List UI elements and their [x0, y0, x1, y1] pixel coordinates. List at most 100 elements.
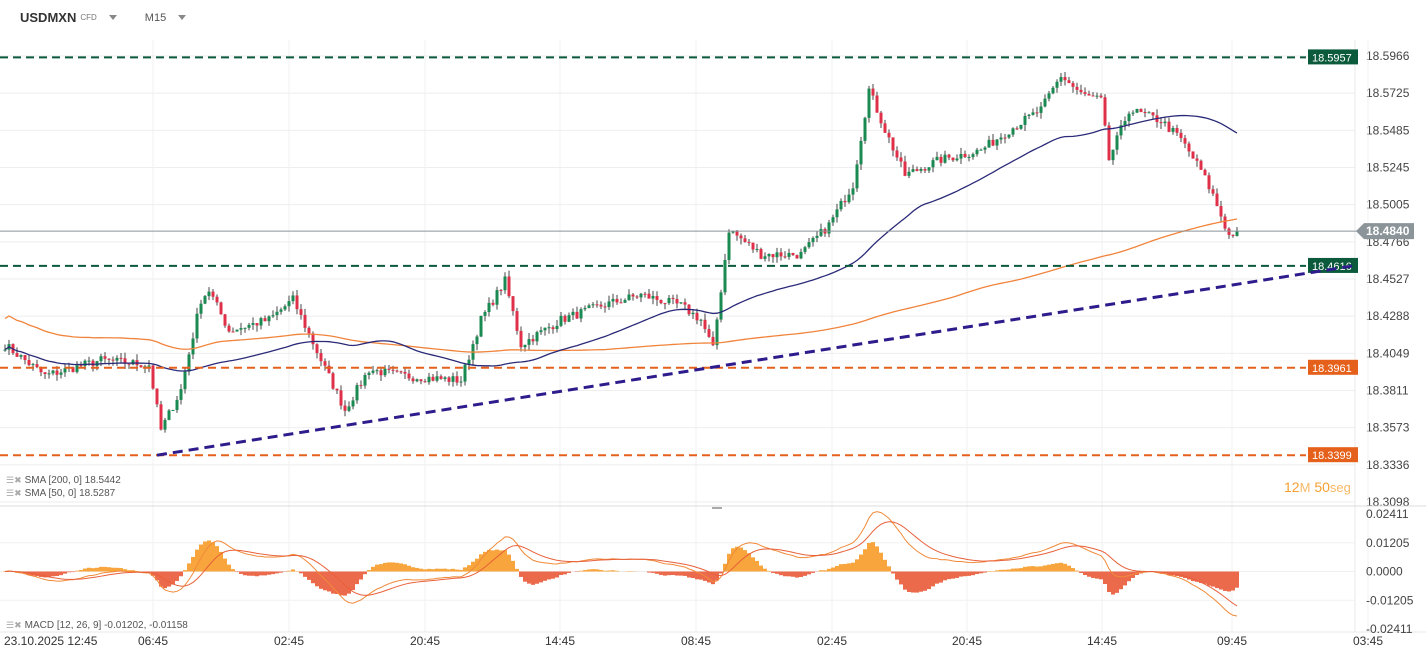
candle-body — [27, 360, 31, 366]
candle-body — [843, 200, 847, 203]
candle-body — [411, 378, 415, 382]
macd-bar — [1123, 571, 1127, 586]
time-label: 20:45 — [952, 634, 982, 648]
macd-bar — [879, 552, 883, 572]
macd-bar — [507, 554, 511, 572]
macd-bar — [807, 571, 811, 575]
price-tick-label: 18.4049 — [1366, 346, 1410, 360]
macd-bar — [1075, 570, 1079, 572]
symbol-selector[interactable]: USDMXN — [20, 10, 77, 25]
candle-body — [1223, 216, 1227, 229]
macd-bar — [659, 571, 663, 575]
macd-bar — [83, 568, 87, 572]
candle-body — [219, 302, 223, 315]
candle-body — [447, 377, 451, 382]
macd-bar — [951, 571, 955, 579]
macd-bar — [895, 571, 899, 580]
macd-bar — [735, 546, 739, 572]
candle-body — [227, 325, 231, 332]
candle-body — [371, 370, 375, 373]
macd-bar — [411, 567, 415, 572]
candle-body — [163, 419, 167, 430]
macd-bar — [1231, 571, 1235, 591]
candle-body — [911, 169, 915, 172]
macd-bar — [955, 571, 959, 578]
macd-bar — [123, 569, 127, 572]
macd-bar — [1007, 569, 1011, 572]
candle-body — [115, 357, 119, 361]
macd-bar — [967, 571, 971, 576]
candle-body — [859, 140, 863, 165]
macd-bar — [243, 571, 247, 576]
candle-body — [1135, 108, 1139, 113]
macd-bar — [239, 571, 243, 574]
macd-bar — [871, 542, 875, 572]
macd-bar — [1023, 566, 1027, 572]
macd-bar — [723, 563, 727, 572]
macd-bar — [439, 568, 443, 572]
candle-body — [879, 112, 883, 124]
candle-body — [455, 376, 459, 383]
candle-body — [1187, 143, 1191, 152]
price-tick-label: 18.5485 — [1366, 123, 1410, 137]
candle-body — [231, 331, 235, 333]
candle-body — [543, 327, 547, 331]
candle-body — [795, 255, 799, 259]
candle-body — [1075, 86, 1079, 90]
macd-bar — [495, 549, 499, 572]
macd-bar — [107, 567, 111, 572]
candle-body — [1163, 121, 1167, 124]
candle-body — [1091, 95, 1095, 97]
macd-bar — [195, 549, 199, 572]
candle-body — [1231, 234, 1235, 236]
candle-body — [327, 365, 331, 374]
candle-timer: 12M 50seg — [1284, 479, 1351, 495]
macd-bar — [519, 571, 523, 577]
macd-bar — [43, 571, 47, 578]
macd-bar — [531, 571, 535, 585]
candle-body — [203, 296, 207, 304]
candle-body — [259, 318, 263, 326]
candle-body — [523, 344, 527, 348]
price-tick-label: 18.3336 — [1366, 458, 1410, 472]
macd-bar — [523, 571, 527, 582]
candles — [3, 71, 1239, 433]
candle-body — [615, 298, 619, 303]
candle-body — [107, 358, 111, 360]
candle-body — [1211, 189, 1215, 194]
candle-body — [479, 315, 483, 337]
macd-bar — [435, 568, 439, 572]
timeframe-selector[interactable]: M15 — [144, 11, 167, 24]
macd-bar — [463, 567, 467, 572]
candle-body — [1115, 135, 1119, 150]
settings-icon[interactable]: ☰✖ — [6, 488, 22, 498]
macd-bar — [131, 570, 135, 572]
macd-bar — [1111, 571, 1115, 595]
chevron-down-icon[interactable] — [108, 15, 117, 20]
macd-bar — [851, 562, 855, 572]
macd-bar — [351, 571, 355, 591]
macd-bar — [387, 562, 391, 572]
candle-body — [699, 319, 703, 321]
candle-body — [1191, 151, 1195, 159]
candle-body — [195, 313, 199, 339]
candle-body — [635, 296, 639, 298]
macd-bar — [1115, 571, 1119, 593]
candle-body — [19, 355, 23, 357]
price-tick-label: 18.5005 — [1366, 198, 1410, 212]
candle-body — [695, 312, 699, 321]
candle-body — [919, 168, 923, 171]
chevron-down-icon[interactable] — [178, 15, 187, 20]
macd-bar — [511, 560, 515, 572]
candle-body — [211, 291, 215, 297]
settings-icon[interactable]: ☰✖ — [6, 475, 22, 485]
macd-histogram — [3, 540, 1239, 596]
candle-body — [1015, 128, 1019, 130]
chart-header: USDMXN CFD M15 — [20, 10, 187, 25]
macd-bar — [443, 568, 447, 572]
candle-body — [975, 149, 979, 155]
macd-bar — [403, 564, 407, 572]
candle-body — [771, 254, 775, 258]
settings-icon[interactable]: ☰✖ — [6, 620, 22, 630]
